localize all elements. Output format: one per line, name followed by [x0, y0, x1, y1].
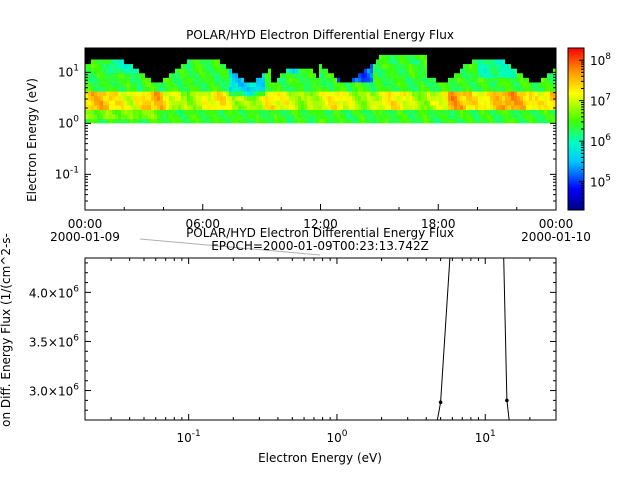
x-tick-label: 12:00 [303, 217, 338, 231]
x-tick-label: 00:00 [68, 217, 103, 231]
line-plot-ylabel: on Diff. Energy Flux (1/(cm^2-s- [0, 233, 13, 427]
colorbar: 105 106 107 108 [567, 47, 611, 211]
y-tick-label: 4.0×106 [29, 284, 79, 300]
spectrogram-y-ticks: 10-1 100 101 [55, 47, 556, 211]
line-plot-subtitle: EPOCH=2000-01-09T00:23:13.742Z [211, 239, 429, 253]
x-tick-label: 06:00 [185, 217, 220, 231]
spectrogram-panel: POLAR/HYD Electron Differential Energy F… [25, 28, 611, 244]
x-tick-label: 00:00 [539, 217, 574, 231]
y-tick-label: 101 [58, 63, 79, 79]
y-tick-label: 100 [58, 114, 79, 130]
spectrogram-image [85, 48, 557, 210]
colorbar-tick-label: 107 [590, 93, 611, 109]
line-plot-panel: POLAR/HYD Electron Differential Energy F… [0, 226, 557, 465]
spectrogram-ylabel: Electron Energy (eV) [25, 78, 39, 202]
line-plot-x-ticks: 10-1 100 101 [84, 258, 557, 445]
line-plot-y-ticks: 3.0×106 3.5×106 4.0×106 [29, 262, 556, 411]
colorbar-tick-label: 108 [590, 52, 611, 68]
series-point [505, 398, 509, 403]
x-tick-label: 10-1 [177, 429, 201, 445]
x-tick-sublabel: 2000-01-10 [521, 230, 591, 244]
y-tick-label: 10-1 [55, 165, 79, 181]
line-plot-frame [84, 257, 557, 421]
spectrogram-title: POLAR/HYD Electron Differential Energy F… [186, 28, 454, 42]
x-tick-label: 101 [475, 429, 496, 445]
colorbar-tick-label: 106 [590, 133, 611, 149]
x-tick-label: 18:00 [421, 217, 456, 231]
slice-connector-line [139, 238, 321, 256]
x-tick-label: 100 [326, 429, 347, 445]
colorbar-tick-label: 105 [590, 174, 611, 190]
y-tick-label: 3.0×106 [29, 383, 79, 399]
line-plot-xlabel: Electron Energy (eV) [258, 451, 382, 465]
x-tick-sublabel: 2000-01-09 [50, 230, 120, 244]
series-point [438, 400, 443, 405]
colorbar-ticks: 105 106 107 108 [579, 47, 611, 211]
y-tick-label: 3.5×106 [29, 333, 79, 349]
line-plot-title: POLAR/HYD Electron Differential Energy F… [186, 226, 454, 240]
series-line [436, 258, 510, 420]
